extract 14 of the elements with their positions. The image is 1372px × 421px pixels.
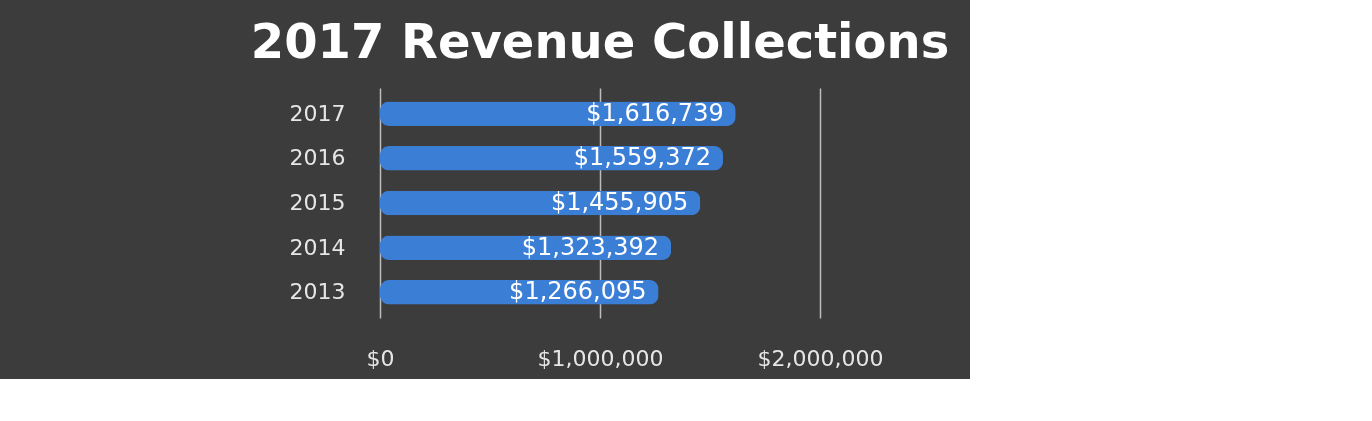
- y-tick-label: 2013: [289, 279, 346, 305]
- x-tick-label: $1,000,000: [537, 345, 664, 371]
- y-tick-label: 2014: [289, 234, 346, 260]
- y-tick-label: 2017: [289, 100, 346, 126]
- x-tick-label: $2,000,000: [757, 345, 884, 371]
- x-tick-label: $0: [366, 345, 395, 371]
- data-label: $1,323,392: [521, 232, 660, 261]
- chart-title: 2017 Revenue Collections: [250, 13, 950, 69]
- y-tick-label: 2016: [289, 145, 346, 171]
- data-label: $1,559,372: [573, 143, 712, 172]
- y-tick-label: 2015: [289, 190, 346, 215]
- data-label: $1,266,095: [509, 277, 647, 306]
- data-label: $1,455,905: [550, 188, 689, 216]
- data-label: $1,616,739: [586, 98, 724, 127]
